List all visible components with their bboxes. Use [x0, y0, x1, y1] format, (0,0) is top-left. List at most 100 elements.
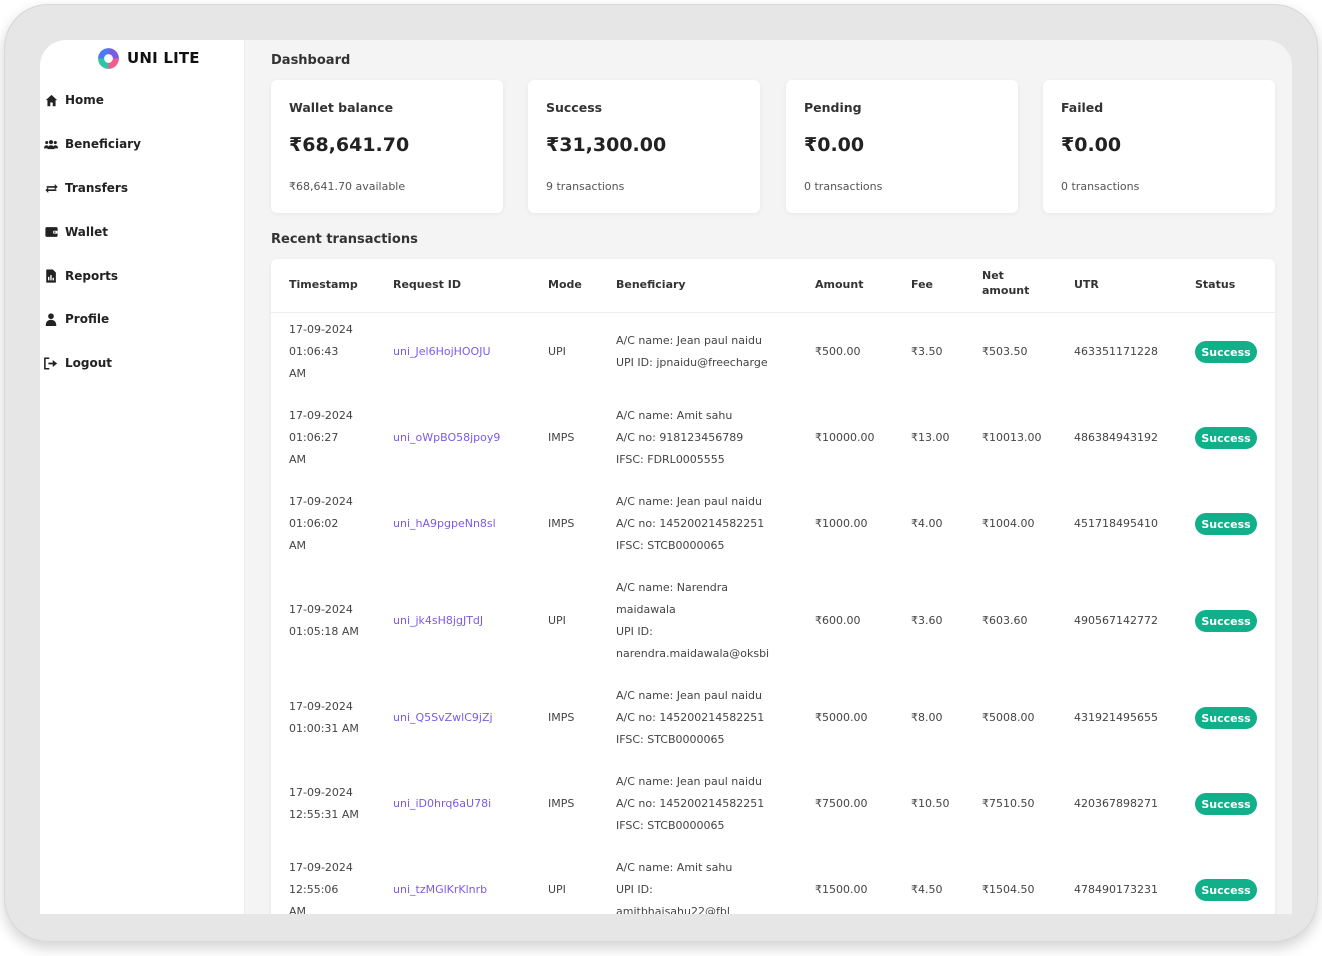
column-header-timestamp: Timestamp: [289, 278, 358, 291]
beneficiary-cell-line: A/C name: Jean paul naidu: [616, 495, 762, 508]
table-row: 17-09-2024 01:05:18 AM uni_jk4sH8jgJTdJ UPI…: [271, 577, 1275, 665]
fee-cell: ₹4.50: [911, 883, 943, 896]
card-subtext: 0 transactions: [804, 180, 883, 193]
sidebar-item-logout[interactable]: Logout: [44, 353, 112, 373]
amount-cell: ₹500.00: [815, 345, 861, 358]
beneficiary-cell-line: A/C no: 145200214582251: [616, 797, 765, 810]
card-label: Pending: [804, 100, 862, 115]
transactions-table: Timestamp Request ID Mode Beneficiary Am…: [271, 259, 1275, 914]
timestamp-cell: 17-09-2024 12:55:06 AM: [289, 857, 369, 914]
request-id-link[interactable]: uni_hA9pgpeNn8sl: [393, 517, 496, 530]
request-id-link[interactable]: uni_iD0hrq6aU78i: [393, 797, 492, 810]
card-value: ₹31,300.00: [546, 134, 667, 156]
beneficiary-cell-line: IFSC: STCB0000065: [616, 733, 725, 746]
fee-cell: ₹3.60: [911, 614, 943, 627]
failed-card: Failed ₹0.00 0 transactions: [1043, 80, 1275, 213]
brand[interactable]: UNI LITE: [96, 45, 200, 71]
status-badge: Success: [1195, 341, 1257, 363]
request-id-link[interactable]: uni_Jel6HojHOOJU: [393, 345, 491, 358]
fee-cell: ₹4.00: [911, 517, 943, 530]
beneficiary-cell: A/C name: Narendra maidawala UPI ID: narend…: [616, 577, 801, 665]
page-title: Dashboard: [271, 53, 351, 68]
sidebar-item-label: Reports: [65, 269, 119, 283]
amount-cell: ₹600.00: [815, 614, 861, 627]
sidebar-item-transfers[interactable]: Transfers: [44, 178, 128, 198]
sidebar-item-label: Wallet: [65, 225, 109, 239]
pending-card: Pending ₹0.00 0 transactions: [786, 80, 1018, 213]
beneficiary-cell-line: A/C name: Amit sahu: [616, 861, 733, 874]
beneficiary-cell-line: amitbhaisahu22@fbl: [616, 905, 730, 914]
utr-cell: 463351171228: [1074, 345, 1158, 358]
net-header-line: Net: [982, 269, 1004, 282]
request-id-link[interactable]: uni_tzMGlKrKlnrb: [393, 883, 488, 896]
card-subtext: 9 transactions: [546, 180, 625, 193]
tablet-frame: UNI LITE Home Beneficiary Transfers: [4, 4, 1318, 942]
home-icon: [44, 93, 58, 107]
column-header-amount: Amount: [815, 278, 864, 291]
timestamp-cell-line: 01:00:31 AM: [289, 722, 359, 735]
beneficiary-cell-line: A/C name: Narendra: [616, 581, 729, 594]
mode-cell: UPI: [548, 883, 566, 896]
status-badge: Success: [1195, 513, 1257, 535]
utr-cell: 420367898271: [1074, 797, 1158, 810]
request-id-link[interactable]: uni_jk4sH8jgJTdJ: [393, 614, 484, 627]
report-icon: [44, 269, 58, 283]
net-amount-cell: ₹603.60: [982, 614, 1028, 627]
card-value: ₹0.00: [804, 134, 865, 156]
user-icon: [44, 312, 58, 326]
sidebar-item-label: Home: [65, 93, 104, 107]
logout-icon: [44, 356, 58, 370]
beneficiary-cell-line: IFSC: STCB0000065: [616, 819, 725, 832]
amount-cell: ₹10000.00: [815, 431, 875, 444]
timestamp-cell: 17-09-2024 01:06:02 AM: [289, 491, 369, 557]
beneficiary-cell: A/C name: Jean paul naidu A/C no: 1452002…: [616, 685, 801, 751]
beneficiary-cell-line: A/C name: Jean paul naidu: [616, 334, 762, 347]
mode-cell: UPI: [548, 345, 566, 358]
wallet-icon: [44, 225, 58, 239]
sidebar-item-reports[interactable]: Reports: [44, 266, 118, 286]
beneficiary-cell-line: A/C name: Jean paul naidu: [616, 775, 762, 788]
card-value: ₹0.00: [1061, 134, 1122, 156]
timestamp-cell-line: 17-09-2024: [289, 495, 353, 508]
sidebar-item-home[interactable]: Home: [44, 90, 104, 110]
timestamp-cell-line: 17-09-2024: [289, 861, 353, 874]
column-header-mode: Mode: [548, 278, 582, 291]
timestamp-cell-line: 01:06:02: [289, 517, 339, 530]
timestamp-cell-line: 17-09-2024: [289, 409, 353, 422]
utr-cell: 451718495410: [1074, 517, 1158, 530]
mode-cell: IMPS: [548, 797, 575, 810]
sidebar-item-profile[interactable]: Profile: [44, 309, 109, 329]
utr-cell: 490567142772: [1074, 614, 1158, 627]
status-badge: Success: [1195, 427, 1257, 449]
beneficiary-cell: A/C name: Amit sahu A/C no: 918123456789 I…: [616, 405, 801, 471]
beneficiary-cell-line: IFSC: STCB0000065: [616, 539, 725, 552]
net-amount-cell: ₹10013.00: [982, 431, 1042, 444]
beneficiary-cell: A/C name: Jean paul naidu A/C no: 1452002…: [616, 491, 801, 557]
timestamp-cell-line: AM: [289, 367, 307, 380]
request-id-link[interactable]: uni_oWpBO58jpoy9: [393, 431, 501, 444]
beneficiary-cell-line: UPI ID:: [616, 883, 653, 896]
section-title: Recent transactions: [271, 232, 418, 247]
request-id-link[interactable]: uni_Q5SvZwlC9jZj: [393, 711, 493, 724]
table-row: 17-09-2024 01:06:43 AM uni_Jel6HojHOOJU UPI A…: [271, 319, 1275, 385]
beneficiary-cell-line: UPI ID:: [616, 625, 653, 638]
beneficiary-cell: A/C name: Amit sahu UPI ID: amitbhaisahu22…: [616, 857, 801, 914]
utr-cell: 478490173231: [1074, 883, 1158, 896]
users-icon: [44, 137, 58, 151]
net-header-line: amount: [982, 284, 1030, 297]
sidebar-item-wallet[interactable]: Wallet: [44, 222, 108, 242]
sidebar-item-label: Profile: [65, 312, 110, 326]
timestamp-cell-line: 01:06:27: [289, 431, 339, 444]
status-badge: Success: [1195, 793, 1257, 815]
column-header-fee: Fee: [911, 278, 933, 291]
table-row: 17-09-2024 01:00:31 AM uni_Q5SvZwlC9jZj IMP…: [271, 685, 1275, 751]
beneficiary-cell-line: A/C no: 145200214582251: [616, 517, 765, 530]
timestamp-cell-line: 17-09-2024: [289, 323, 353, 336]
status-badge: Success: [1195, 707, 1257, 729]
timestamp-cell-line: 01:06:43: [289, 345, 339, 358]
column-header-status: Status: [1195, 278, 1236, 291]
sidebar-item-beneficiary[interactable]: Beneficiary: [44, 134, 141, 154]
table-row: 17-09-2024 12:55:31 AM uni_iD0hrq6aU78i IMP…: [271, 771, 1275, 837]
card-label: Wallet balance: [289, 100, 394, 115]
fee-cell: ₹8.00: [911, 711, 943, 724]
